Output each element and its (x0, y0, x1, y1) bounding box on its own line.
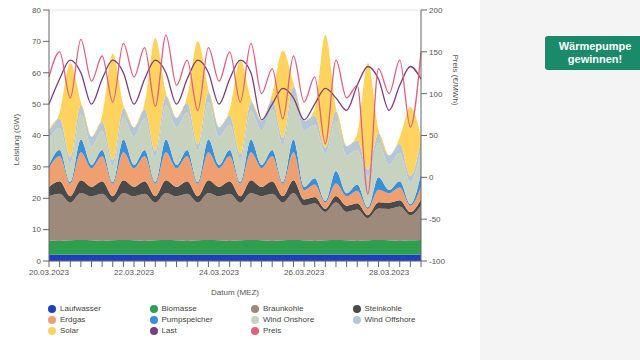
svg-text:-50: -50 (429, 215, 441, 224)
svg-text:50: 50 (429, 131, 438, 140)
svg-text:Datum (MEZ): Datum (MEZ) (211, 288, 259, 297)
svg-text:20.03.2023: 20.03.2023 (29, 268, 70, 277)
html-text:Last: Last (161, 326, 177, 335)
html-text:Preis: Preis (263, 326, 282, 335)
html-text:Wärmepumpe gewinnen!: Wärmepumpe gewinnen! (558, 40, 632, 65)
html-text:Biomasse: Biomasse (161, 304, 197, 313)
html-text:Steinkohle: Steinkohle (364, 304, 402, 313)
svg-text:80: 80 (32, 6, 41, 15)
svg-text:60: 60 (32, 69, 41, 78)
svg-text:Leistung (GW): Leistung (GW) (12, 114, 21, 166)
svg-text:100: 100 (429, 90, 443, 99)
svg-text:70: 70 (32, 37, 41, 46)
svg-text:150: 150 (429, 48, 443, 57)
svg-text:28.03.2023: 28.03.2023 (369, 268, 410, 277)
svg-text:22.03.2023: 22.03.2023 (114, 268, 155, 277)
svg-text:-100: -100 (429, 257, 446, 266)
svg-text:26.03.2023: 26.03.2023 (284, 268, 325, 277)
html-text:Erdgas: Erdgas (60, 315, 86, 324)
html-text:Solar: Solar (60, 326, 79, 335)
svg-text:Preis (€/MWh): Preis (€/MWh) (451, 54, 460, 105)
html-text:Braunkohle: Braunkohle (263, 304, 304, 313)
html-text:Laufwasser: Laufwasser (60, 304, 101, 313)
svg-text:10: 10 (32, 225, 41, 234)
html-text:Wind Onshore: Wind Onshore (263, 315, 315, 324)
svg-text:0: 0 (429, 173, 434, 182)
svg-text:200: 200 (429, 6, 443, 15)
svg-text:50: 50 (32, 100, 41, 109)
svg-text:40: 40 (32, 131, 41, 140)
html-text:Pumpspeicher: Pumpspeicher (161, 315, 213, 324)
svg-text:0: 0 (37, 257, 42, 266)
svg-text:24.03.2023: 24.03.2023 (199, 268, 240, 277)
svg-text:30: 30 (32, 163, 41, 172)
html-text:Wind Offshore: Wind Offshore (364, 315, 416, 324)
svg-text:20: 20 (32, 194, 41, 203)
